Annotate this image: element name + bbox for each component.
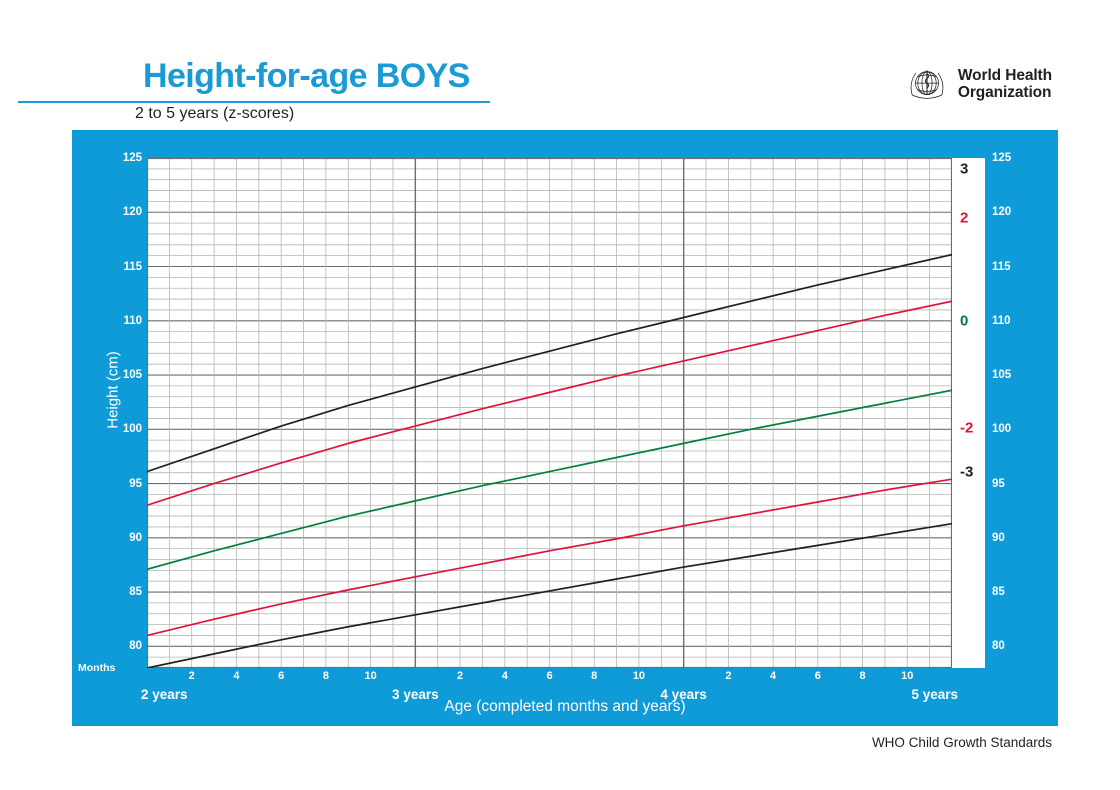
y-tick-right-90: 90 bbox=[992, 531, 1005, 544]
x-tick-year-4: 4 years bbox=[660, 687, 707, 702]
z-score-label-minus2: -2 bbox=[960, 419, 974, 437]
x-tick-month-42: 6 bbox=[546, 670, 553, 682]
x-tick-month-34: 10 bbox=[364, 670, 377, 682]
title-divider bbox=[18, 101, 490, 103]
months-label: Months bbox=[78, 662, 116, 674]
y-axis-ticks-right: 80 85 90 95 100 105 110 115 120 125 bbox=[992, 152, 1040, 668]
x-tick-month-32: 8 bbox=[322, 670, 329, 682]
x-tick-year-2: 2 years bbox=[141, 687, 188, 702]
y-tick-right-110: 110 bbox=[992, 314, 1011, 327]
y-tick-right-120: 120 bbox=[992, 206, 1012, 219]
z-score-label-minus3: -3 bbox=[960, 463, 974, 481]
x-tick-month-52: 4 bbox=[770, 670, 777, 682]
x-tick-month-56: 8 bbox=[859, 670, 866, 682]
z-score-label-2: 2 bbox=[960, 209, 969, 227]
x-tick-month-46: 10 bbox=[632, 670, 646, 682]
page-title: Height-for-age BOYS bbox=[143, 57, 470, 95]
who-emblem-icon bbox=[910, 70, 944, 99]
x-tick-month-38: 2 bbox=[456, 670, 464, 682]
y-tick-left-90: 90 bbox=[129, 531, 142, 544]
y-tick-right-125: 125 bbox=[992, 152, 1012, 164]
z-score-label-0: 0 bbox=[960, 312, 969, 330]
y-tick-right-100: 100 bbox=[992, 423, 1012, 436]
x-tick-month-54: 6 bbox=[814, 670, 821, 682]
y-tick-left-120: 120 bbox=[122, 206, 142, 219]
y-tick-left-85: 85 bbox=[129, 586, 142, 599]
footer-note: WHO Child Growth Standards bbox=[871, 735, 1052, 750]
x-tick-month-58: 10 bbox=[901, 670, 914, 682]
y-tick-left-95: 95 bbox=[129, 477, 142, 490]
plot-area: 3 2 0 -2 -3 bbox=[147, 158, 985, 668]
x-tick-month-28: 4 bbox=[233, 670, 240, 682]
z-score-label-strip: 3 2 0 -2 -3 bbox=[952, 158, 985, 668]
y-tick-right-85: 85 bbox=[992, 586, 1005, 599]
x-tick-month-30: 6 bbox=[278, 670, 285, 682]
y-tick-left-100: 100 bbox=[122, 423, 142, 436]
y-tick-left-80: 80 bbox=[129, 640, 142, 653]
curve-z0 bbox=[147, 389, 952, 571]
y-tick-left-125: 125 bbox=[122, 152, 142, 164]
x-tick-month-40: 4 bbox=[501, 670, 508, 682]
curve-zminus3 bbox=[147, 522, 952, 668]
z-score-label-3: 3 bbox=[960, 160, 969, 178]
who-wordmark: World Health Organization bbox=[958, 68, 1052, 101]
x-tick-month-44: 8 bbox=[591, 670, 598, 682]
y-tick-right-80: 80 bbox=[992, 640, 1005, 653]
x-tick-month-50: 2 bbox=[725, 670, 732, 682]
x-axis-title: Age (completed months and years) bbox=[444, 698, 686, 715]
curve-z3 bbox=[147, 253, 952, 473]
y-tick-right-95: 95 bbox=[992, 477, 1005, 490]
y-tick-left-110: 110 bbox=[123, 314, 142, 327]
who-name-line1: World Health bbox=[957, 67, 1052, 85]
chart-panel: Height (cm) Months 80 85 90 95 100 105 110 115 1… bbox=[72, 130, 1058, 726]
curve-z2 bbox=[147, 300, 952, 507]
who-logo: World Health Organization bbox=[904, 62, 1052, 108]
x-tick-month-26: 2 bbox=[188, 670, 195, 682]
page-subtitle: 2 to 5 years (z-scores) bbox=[135, 105, 295, 122]
y-tick-right-115: 115 bbox=[992, 260, 1011, 273]
y-tick-left-105: 105 bbox=[122, 369, 142, 382]
who-name-line2: Organization bbox=[957, 84, 1052, 101]
y-tick-right-105: 105 bbox=[992, 369, 1012, 382]
chart-canvas bbox=[147, 158, 952, 668]
x-tick-year-3: 3 years bbox=[392, 687, 439, 702]
y-axis-ticks-left: 80 85 90 95 100 105 110 115 120 125 bbox=[94, 152, 142, 668]
y-tick-left-115: 115 bbox=[123, 260, 142, 273]
curve-zminus2 bbox=[147, 478, 952, 637]
x-tick-year-5: 5 years bbox=[911, 687, 958, 702]
